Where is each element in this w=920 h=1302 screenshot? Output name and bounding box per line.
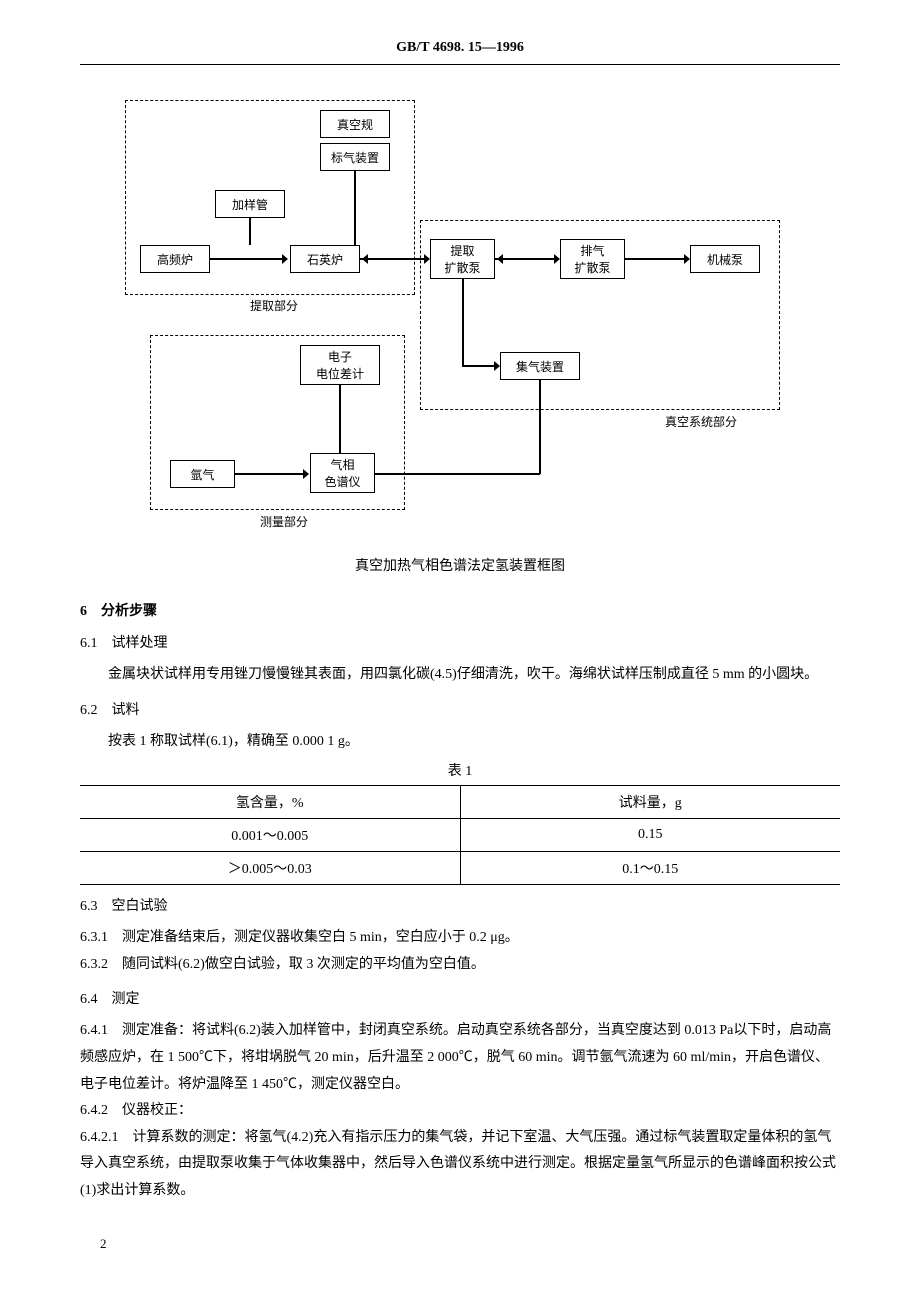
section-6-title: 6 分析步骤 <box>80 600 840 620</box>
standard-gas-box: 标气装置 <box>320 143 390 171</box>
line <box>339 385 341 453</box>
diagram-title: 真空加热气相色谱法定氢装置框图 <box>80 555 840 575</box>
quartz-furnace-box: 石英炉 <box>290 245 360 273</box>
section-6-4-2-1: 6.4.2.1 计算系数的测定：将氢气(4.2)充入有指示压力的集气袋，并记下室… <box>80 1125 840 1205</box>
table-row: 0.001～0.005 0.15 <box>80 819 840 852</box>
table-header: 氢含量，% <box>80 786 460 819</box>
section-6-3-1: 6.3.1 测定准备结束后，测定仪器收集空白 5 min，空白应小于 0.2 μ… <box>80 925 840 952</box>
section-6-2: 6.2 试料 <box>80 699 840 719</box>
page-number: 2 <box>100 1236 107 1252</box>
measurement-label: 测量部分 <box>260 513 308 530</box>
gas-collector-box: 集气装置 <box>500 352 580 380</box>
table-row: ＞0.005～0.03 0.1～0.15 <box>80 852 840 885</box>
section-6-3-2: 6.3.2 随同试料(6.2)做空白试验，取 3 次测定的平均值为空白值。 <box>80 952 840 979</box>
section-6-1-text: 金属块状试样用专用锉刀慢慢锉其表面，用四氯化碳(4.5)仔细清洗，吹干。海绵状试… <box>80 662 840 689</box>
section-6-1: 6.1 试样处理 <box>80 632 840 652</box>
line <box>368 258 424 260</box>
line <box>375 473 540 475</box>
line <box>462 365 494 367</box>
hf-furnace-box: 高频炉 <box>140 245 210 273</box>
table-caption: 表 1 <box>80 760 840 780</box>
vacuum-section-box <box>420 220 780 410</box>
section-6-4-1: 6.4.1 测定准备：将试料(6.2)装入加样管中，封闭真空系统。启动真空系统各… <box>80 1018 840 1098</box>
line <box>249 218 251 245</box>
line <box>625 258 684 260</box>
line <box>539 380 541 474</box>
extraction-label: 提取部分 <box>250 297 298 314</box>
sample-tube-box: 加样管 <box>215 190 285 218</box>
section-6-4: 6.4 测定 <box>80 988 840 1008</box>
line <box>354 171 356 245</box>
line <box>210 258 282 260</box>
vacuum-gauge-box: 真空规 <box>320 110 390 138</box>
block-diagram: 真空规 标气装置 加样管 高频炉 石英炉 提取 扩散泵 排气 扩散泵 机械泵 电… <box>120 85 800 535</box>
header-rule <box>80 64 840 65</box>
line <box>235 473 303 475</box>
line <box>462 279 464 365</box>
section-6-2-text: 按表 1 称取试样(6.1)，精确至 0.000 1 g。 <box>80 729 840 756</box>
document-header: GB/T 4698. 15—1996 <box>80 40 840 56</box>
section-6-3: 6.3 空白试验 <box>80 895 840 915</box>
table-header: 试料量，g <box>460 786 840 819</box>
line <box>503 258 554 260</box>
section-6-4-2: 6.4.2 仪器校正： <box>80 1098 840 1125</box>
vacuum-label: 真空系统部分 <box>665 413 737 430</box>
measurement-section-box <box>150 335 405 510</box>
data-table: 氢含量，% 试料量，g 0.001～0.005 0.15 ＞0.005～0.03… <box>80 785 840 885</box>
